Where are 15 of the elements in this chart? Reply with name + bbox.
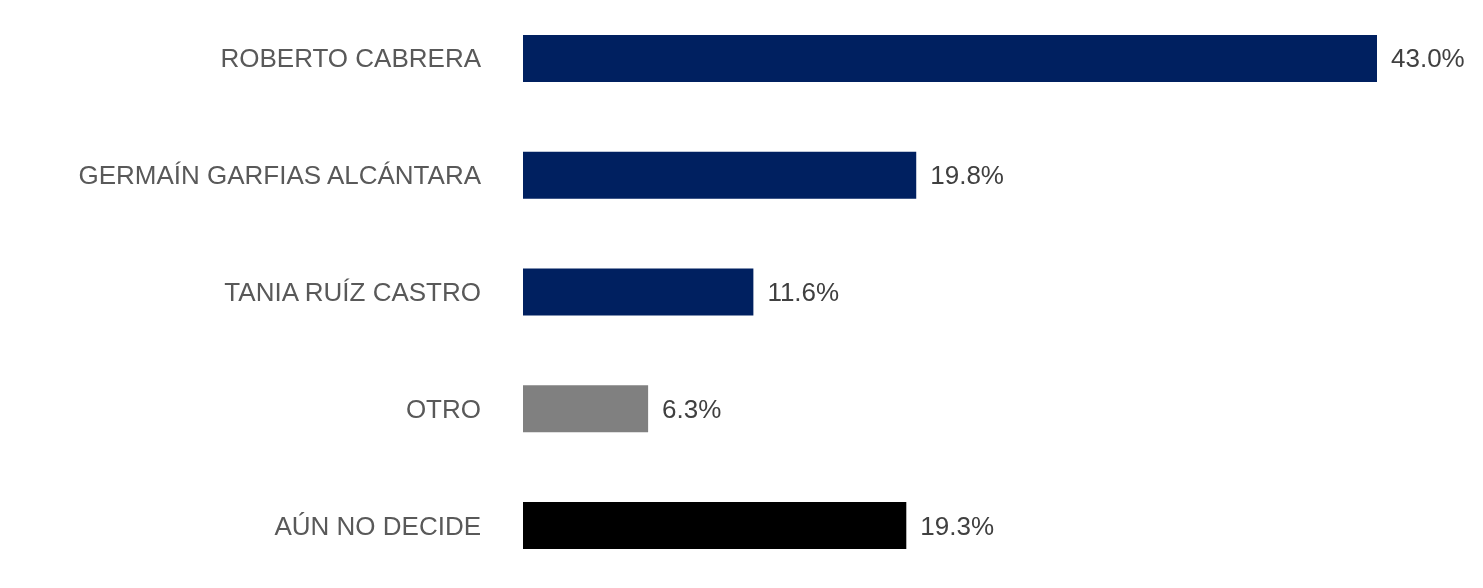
data-label: 11.6%	[767, 277, 840, 307]
data-label: 19.8%	[930, 160, 1004, 191]
bar	[523, 151, 917, 199]
y-tick-label: TANIA RUÍZ CASTRO	[224, 277, 481, 307]
data-label: 19.3%	[920, 510, 995, 541]
y-tick-label: GERMAÍN GARFIAS ALCÁNTARA	[78, 160, 482, 191]
y-tick-label: ROBERTO CABRERA	[220, 43, 482, 74]
y-tick-label: OTRO	[405, 393, 481, 424]
y-tick-label: AÚN NO DECIDE	[274, 510, 481, 541]
bar	[523, 34, 1377, 82]
data-label: 6.3%	[662, 393, 722, 424]
bar	[523, 268, 754, 316]
bar	[523, 385, 649, 433]
bar	[523, 502, 907, 550]
data-label: 43.0%	[1391, 43, 1465, 74]
